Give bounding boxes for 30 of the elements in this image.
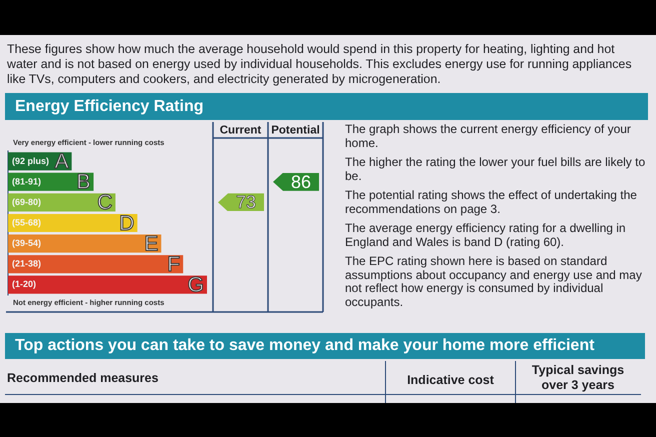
- annotation: B: [76, 170, 91, 194]
- y-tick-label: (69-80): [12, 196, 42, 207]
- text: The graph shows the current energy efficiency of your home.: [345, 122, 632, 150]
- y-tick-label: (92 plus): [12, 156, 50, 166]
- text: Top actions you can take to save money and make your home more efficient: [14, 337, 594, 354]
- y-tick-label: (1-20): [12, 279, 36, 290]
- text: Current: [220, 124, 262, 137]
- y-tick-label: (81-91): [12, 176, 42, 186]
- bar: [8, 234, 162, 253]
- text: The EPC rating shown here is based on standard assumptions about occupancy and energy use and may not reflect how energy is consumed by individual occupants.: [345, 254, 643, 309]
- annotation: C: [97, 191, 112, 214]
- bar: [8, 255, 184, 274]
- text: Recommended measures: [7, 371, 160, 385]
- bar: [8, 276, 207, 294]
- text: Potential: [271, 124, 320, 137]
- text: These figures show how much the average household would spend in this property for heating, lighting and hot water and is not based on energy used by individual households. This excludes energy use for running appliances like TVs, computers and cookers, and electricity generated by microgeneration.: [7, 42, 633, 87]
- annotation: D: [119, 212, 134, 235]
- text: The higher the rating the lower your fuel bills are likely to be.: [345, 155, 646, 183]
- y-tick-label: (39-54): [12, 238, 42, 248]
- text: Typical savings over 3 years: [530, 363, 626, 393]
- annotation: F: [167, 252, 180, 276]
- annotation: A: [54, 150, 69, 174]
- y-tick-label: (55-68): [12, 217, 42, 228]
- annotation: E: [144, 232, 158, 256]
- text: The average energy efficiency rating for a dwelling in England and Wales is band D (rating 60).: [345, 221, 627, 249]
- y-tick-label: (21-38): [12, 258, 42, 269]
- annotation: G: [188, 274, 204, 297]
- text: Indicative cost: [406, 373, 495, 387]
- text: The potential rating shows the effect of undertaking the recommendations on page 3.: [345, 188, 638, 216]
- chart-title: Energy Efficiency Rating: [14, 98, 204, 115]
